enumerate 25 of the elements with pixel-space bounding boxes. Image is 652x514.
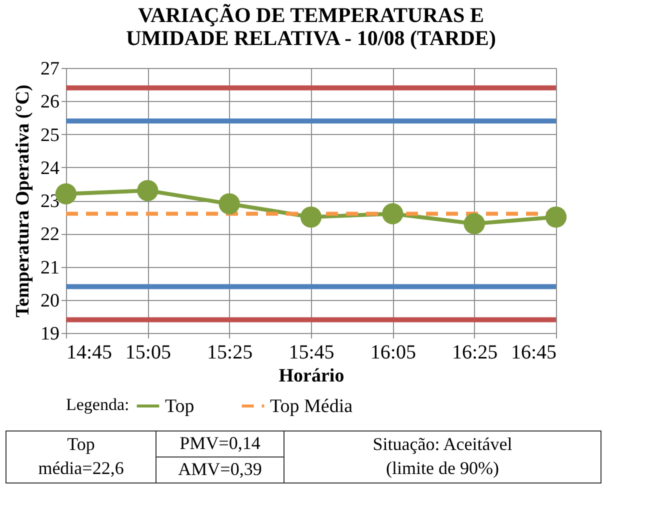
text: Situação: Aceitável (limite de 90%): [372, 434, 512, 478]
text: Top média=22,6: [38, 434, 124, 478]
y-tick-label: 24: [40, 158, 60, 179]
x-tick-label: 15:45: [288, 342, 334, 364]
x-tick-label: 16:25: [452, 342, 498, 364]
y-tick-label: 25: [40, 124, 60, 146]
x-axis-title: Horário: [278, 366, 344, 386]
text: AMV=0,39: [178, 459, 262, 479]
y-axis-title: Temperatura Operativa (°C): [12, 84, 34, 318]
y-tick-label: 27: [40, 58, 60, 80]
legend-label: Top: [165, 396, 194, 417]
y-tick-label: 26: [40, 92, 60, 113]
legend-label: Top Média: [270, 396, 354, 417]
x-tick-label: 15:05: [125, 342, 171, 364]
y-tick-label: 21: [40, 257, 60, 278]
x-tick-label: 16:45: [510, 342, 556, 364]
y-tick-label: 19: [40, 324, 60, 344]
text: PMV=0,14: [180, 433, 260, 453]
chart-title: VARIAÇÃO DE TEMPERATURAS E UMIDADE RELATIVA - 10/08 (TARDE): [126, 3, 496, 50]
x-tick-label: 16:05: [370, 342, 416, 364]
x-tick-label: 15:25: [207, 342, 253, 364]
x-tick-label: 14:45: [66, 342, 112, 364]
y-tick-label: 22: [40, 224, 60, 246]
y-tick-label: 20: [40, 290, 60, 312]
legend-title: Legenda:: [66, 395, 130, 414]
